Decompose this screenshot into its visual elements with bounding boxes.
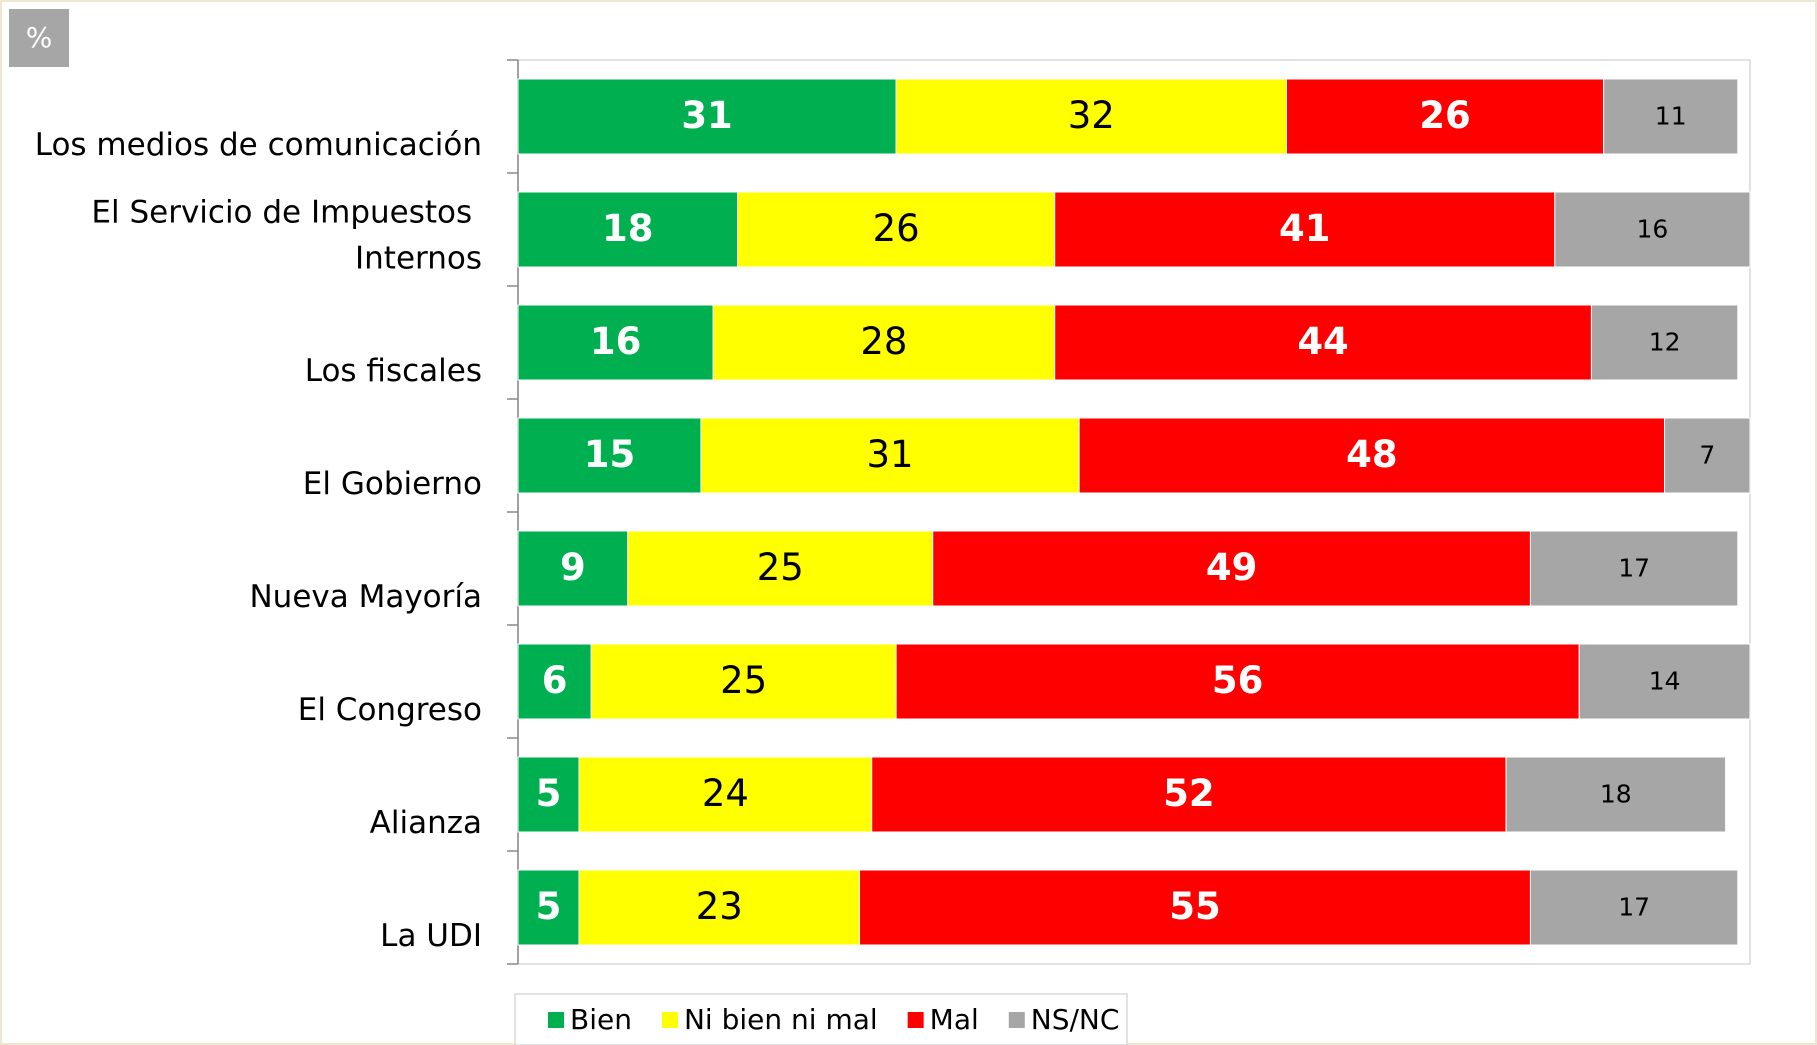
category-label: La UDI	[380, 918, 482, 954]
legend-swatch	[1008, 1012, 1025, 1028]
bar-segment	[1078, 417, 1666, 494]
bar-segment	[517, 530, 629, 607]
value-label: 25	[720, 659, 767, 702]
bar-segment	[1529, 530, 1739, 607]
bar-segment	[1285, 78, 1605, 155]
category-label: Nueva Mayoría	[249, 579, 482, 615]
value-label: 31	[681, 94, 733, 137]
category-label: El Servicio de Impuestos Internos	[91, 194, 482, 276]
bar-segment	[932, 530, 1531, 607]
value-label: 14	[1649, 667, 1681, 696]
bar-segment	[1603, 78, 1739, 155]
bar-segment	[1554, 191, 1751, 268]
value-label: 7	[1699, 441, 1715, 470]
bar-segment	[517, 869, 580, 946]
value-label: 26	[873, 207, 920, 250]
bar-segment	[1590, 304, 1739, 381]
bar-segment	[712, 304, 1056, 381]
bar-segment	[578, 869, 861, 946]
bar-segment	[737, 191, 1056, 268]
value-label: 49	[1206, 546, 1258, 589]
value-label: 18	[602, 207, 654, 250]
legend-swatch	[661, 1012, 678, 1028]
legend-label: NS/NC	[1031, 1003, 1120, 1036]
bar-segment	[627, 530, 934, 607]
value-label: 9	[560, 546, 586, 589]
bar-segment	[1505, 756, 1727, 833]
bar-segment	[1664, 417, 1751, 494]
value-label: 5	[536, 772, 562, 815]
value-label: 18	[1600, 780, 1632, 809]
value-label: 5	[536, 885, 562, 928]
bar-segment	[517, 756, 580, 833]
value-label: 17	[1618, 554, 1650, 583]
bar-segment	[1054, 191, 1556, 268]
category-label: Los medios de comunicación	[35, 127, 482, 163]
value-label: 28	[860, 320, 907, 363]
bar-segment	[871, 756, 1507, 833]
legend-label: Bien	[570, 1003, 632, 1036]
unit-label: %	[26, 21, 53, 54]
value-label: 12	[1649, 328, 1681, 357]
value-label: 32	[1068, 94, 1115, 137]
legend-label: Ni bien ni mal	[684, 1003, 878, 1036]
bar-segment	[517, 417, 702, 494]
legend-box	[514, 993, 1128, 1045]
value-label: 6	[542, 659, 568, 702]
value-label: 16	[590, 320, 642, 363]
category-label: El Gobierno	[303, 466, 482, 502]
bar-segment	[895, 643, 1580, 720]
value-label: 52	[1163, 772, 1215, 815]
value-label: 17	[1618, 893, 1650, 922]
legend-swatch	[548, 1012, 564, 1028]
bar-segment	[859, 869, 1531, 946]
value-label: 11	[1655, 102, 1687, 131]
value-label: 16	[1637, 215, 1669, 244]
unit-box	[9, 9, 69, 67]
value-label: 56	[1212, 659, 1264, 702]
value-label: 48	[1346, 433, 1398, 476]
bar-segment	[1529, 869, 1739, 946]
value-label: 26	[1419, 94, 1471, 137]
category-label: El Congreso	[298, 692, 482, 728]
value-label: 44	[1297, 320, 1349, 363]
bar-segment	[517, 78, 897, 155]
value-label: 55	[1169, 885, 1221, 928]
category-label: Los fiscales	[305, 353, 482, 389]
value-label: 15	[584, 433, 636, 476]
bar-segment	[517, 304, 714, 381]
bar-segment	[1054, 304, 1592, 381]
value-label: 24	[702, 772, 749, 815]
category-label: Alianza	[370, 805, 482, 841]
value-label: 31	[866, 433, 913, 476]
value-label: 25	[757, 546, 804, 589]
bar-segment	[700, 417, 1080, 494]
legend-swatch	[907, 1012, 924, 1028]
legend-label: Mal	[930, 1003, 979, 1036]
value-label: 23	[696, 885, 743, 928]
bar-segment	[578, 756, 873, 833]
bar-segment	[517, 191, 739, 268]
bar-segment	[1578, 643, 1751, 720]
bar-segment	[517, 643, 592, 720]
value-label: 41	[1279, 207, 1331, 250]
